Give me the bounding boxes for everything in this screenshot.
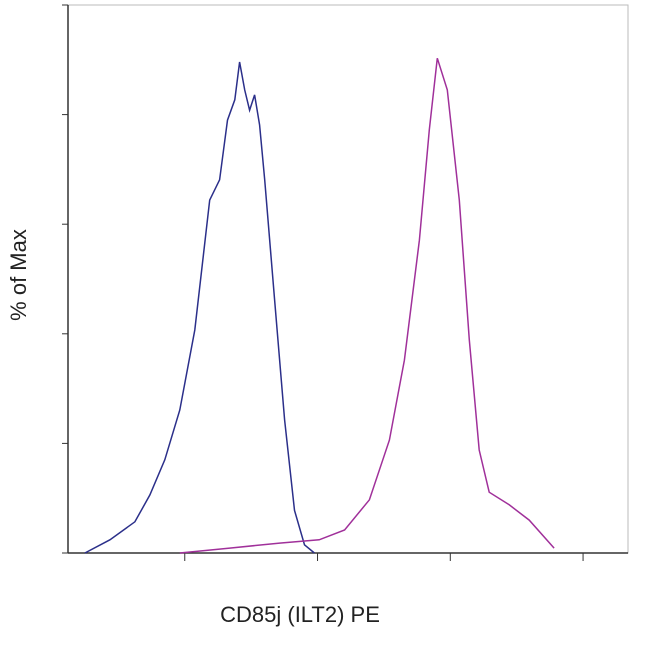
histogram-line xyxy=(84,61,315,554)
plot-frame xyxy=(67,4,629,554)
x-axis-label: CD85j (ILT2) PE xyxy=(220,602,380,627)
y-axis-label: % of Max xyxy=(6,229,31,321)
histogram-line xyxy=(179,57,555,554)
